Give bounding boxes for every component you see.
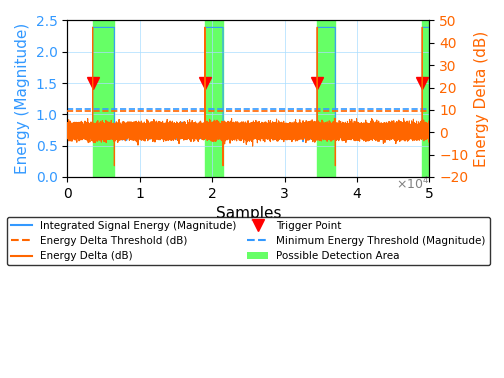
Y-axis label: Energy (Magnitude): Energy (Magnitude) — [15, 23, 30, 174]
Bar — [317, 20, 335, 177]
Legend: Integrated Signal Energy (Magnitude), Energy Delta Threshold (dB), Energy Delta : Integrated Signal Energy (Magnitude), En… — [7, 217, 490, 265]
Y-axis label: Energy Delta (dB): Energy Delta (dB) — [474, 31, 489, 167]
X-axis label: Samples: Samples — [216, 206, 281, 221]
Text: ×10$^4$: ×10$^4$ — [396, 176, 429, 192]
Bar — [422, 20, 429, 177]
Bar — [93, 20, 114, 177]
Bar — [205, 20, 223, 177]
